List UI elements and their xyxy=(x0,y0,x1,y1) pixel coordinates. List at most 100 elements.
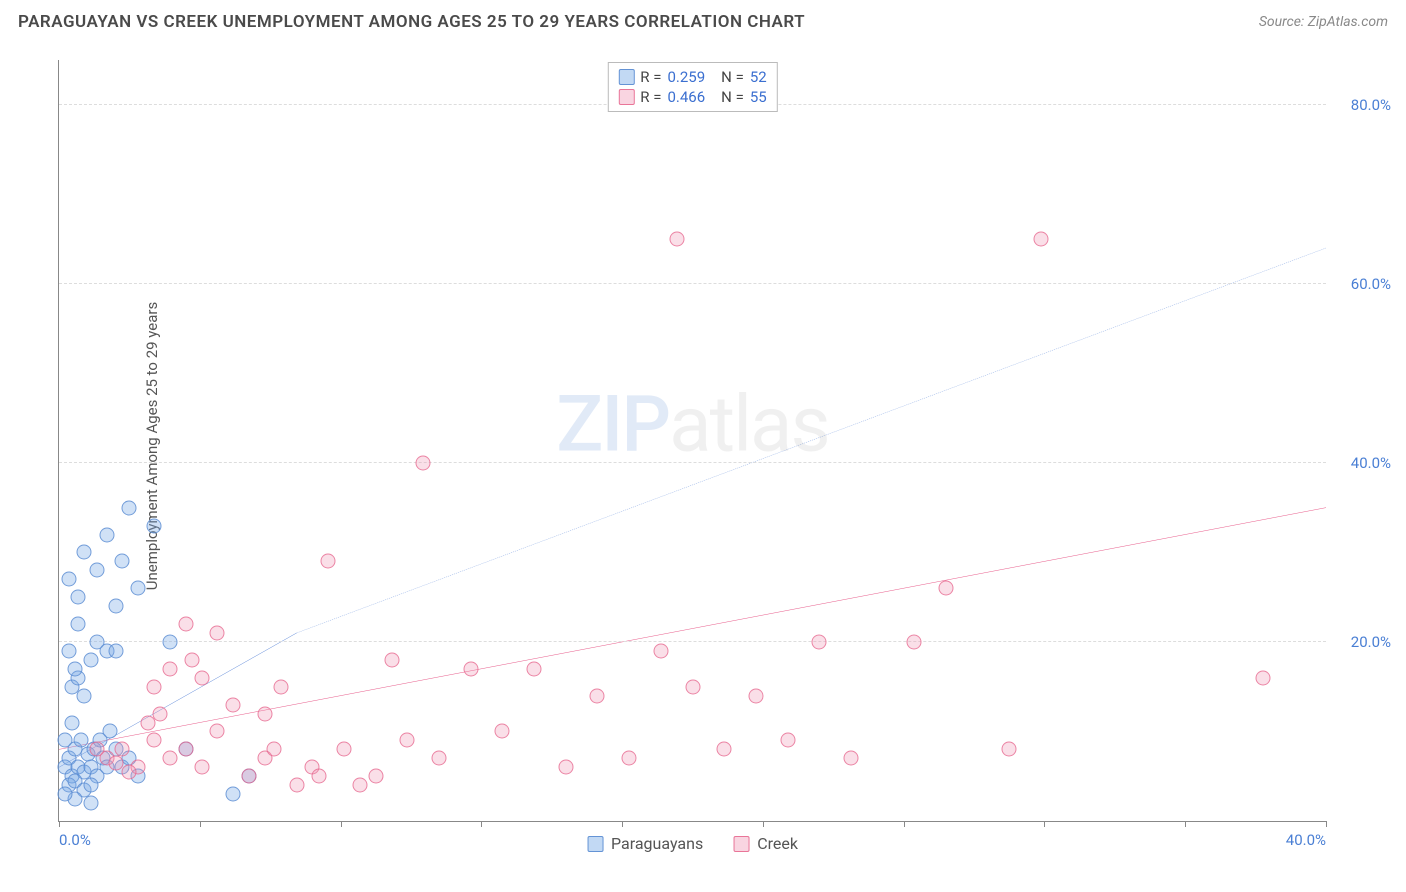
swatch-creek xyxy=(618,89,634,105)
data-point xyxy=(432,751,447,766)
data-point xyxy=(242,769,257,784)
data-point xyxy=(257,706,272,721)
data-point xyxy=(147,518,162,533)
data-point xyxy=(71,617,86,632)
data-point xyxy=(194,670,209,685)
data-point xyxy=(83,778,98,793)
data-point xyxy=(121,500,136,515)
n-value-creek: 55 xyxy=(750,88,767,106)
data-point xyxy=(416,455,431,470)
data-point xyxy=(368,769,383,784)
legend-row-paraguayans: R = 0.259 N = 52 xyxy=(618,67,766,87)
data-point xyxy=(907,634,922,649)
data-point xyxy=(153,706,168,721)
data-point xyxy=(102,724,117,739)
data-point xyxy=(384,652,399,667)
x-origin-label: 0.0% xyxy=(59,831,91,849)
y-tick-label: 40.0% xyxy=(1331,454,1391,472)
data-point xyxy=(162,751,177,766)
chart-title: PARAGUAYAN VS CREEK UNEMPLOYMENT AMONG A… xyxy=(18,12,805,32)
n-label: N = xyxy=(721,88,744,106)
data-point xyxy=(527,661,542,676)
r-label: R = xyxy=(640,68,661,86)
x-tick-mark xyxy=(763,821,764,827)
data-point xyxy=(289,778,304,793)
data-point xyxy=(185,652,200,667)
data-point xyxy=(653,643,668,658)
legend-item-creek: Creek xyxy=(733,834,798,853)
r-value-creek: 0.466 xyxy=(667,88,705,106)
y-tick-label: 20.0% xyxy=(1331,633,1391,651)
data-point xyxy=(77,545,92,560)
data-point xyxy=(61,572,76,587)
data-point xyxy=(226,787,241,802)
watermark-zip: ZIP xyxy=(556,380,669,471)
y-tick-label: 80.0% xyxy=(1331,96,1391,114)
swatch-creek xyxy=(733,836,749,852)
data-point xyxy=(311,769,326,784)
source-label: Source: xyxy=(1259,14,1304,30)
chart-header: PARAGUAYAN VS CREEK UNEMPLOYMENT AMONG A… xyxy=(0,0,1406,40)
swatch-paraguayans xyxy=(618,69,634,85)
data-point xyxy=(622,751,637,766)
trend-lines xyxy=(59,60,1326,821)
data-point xyxy=(90,563,105,578)
data-point xyxy=(58,733,73,748)
x-tick-mark xyxy=(1044,821,1045,827)
data-point xyxy=(131,581,146,596)
x-tick-mark xyxy=(200,821,201,827)
data-point xyxy=(669,232,684,247)
watermark-atlas: atlas xyxy=(669,380,829,471)
data-point xyxy=(210,724,225,739)
data-point xyxy=(685,679,700,694)
data-point xyxy=(178,617,193,632)
data-point xyxy=(843,751,858,766)
data-point xyxy=(780,733,795,748)
n-value-paraguayans: 52 xyxy=(750,68,767,86)
data-point xyxy=(83,796,98,811)
series-legend: Paraguayans Creek xyxy=(587,834,798,853)
data-point xyxy=(140,715,155,730)
data-point xyxy=(463,661,478,676)
swatch-paraguayans xyxy=(587,836,603,852)
data-point xyxy=(162,661,177,676)
correlation-legend: R = 0.259 N = 52 R = 0.466 N = 55 xyxy=(607,62,777,112)
data-point xyxy=(61,643,76,658)
data-point xyxy=(226,697,241,712)
data-point xyxy=(558,760,573,775)
x-max-label: 40.0% xyxy=(1286,831,1326,849)
data-point xyxy=(1255,670,1270,685)
data-point xyxy=(194,760,209,775)
x-tick-mark xyxy=(904,821,905,827)
r-value-paraguayans: 0.259 xyxy=(667,68,705,86)
legend-item-paraguayans: Paraguayans xyxy=(587,834,703,853)
data-point xyxy=(71,590,86,605)
data-point xyxy=(147,679,162,694)
series-name-creek: Creek xyxy=(757,834,798,853)
data-point xyxy=(210,626,225,641)
gridline xyxy=(59,283,1326,284)
data-point xyxy=(58,787,73,802)
x-tick-mark xyxy=(59,821,60,827)
data-point xyxy=(321,554,336,569)
x-tick-mark xyxy=(1185,821,1186,827)
plot-region: ZIPatlas R = 0.259 N = 52 R = 0.466 N = … xyxy=(58,60,1326,822)
data-point xyxy=(115,554,130,569)
r-label: R = xyxy=(640,88,661,106)
x-tick-mark xyxy=(622,821,623,827)
data-point xyxy=(77,688,92,703)
data-point xyxy=(109,755,124,770)
data-point xyxy=(938,581,953,596)
data-point xyxy=(64,715,79,730)
x-tick-mark xyxy=(1326,821,1327,827)
data-point xyxy=(178,742,193,757)
data-point xyxy=(337,742,352,757)
series-name-paraguayans: Paraguayans xyxy=(611,834,703,853)
data-point xyxy=(590,688,605,703)
data-point xyxy=(67,661,82,676)
chart-area: ZIPatlas R = 0.259 N = 52 R = 0.466 N = … xyxy=(48,60,1396,862)
data-point xyxy=(267,742,282,757)
data-point xyxy=(147,733,162,748)
data-point xyxy=(90,742,105,757)
data-point xyxy=(1033,232,1048,247)
